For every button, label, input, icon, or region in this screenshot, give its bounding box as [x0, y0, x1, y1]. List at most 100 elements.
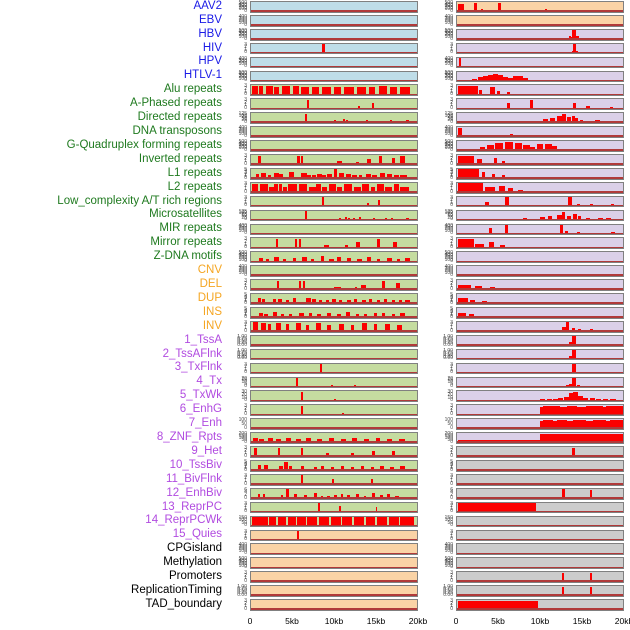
- track-b-microsatellites[interactable]: [456, 209, 624, 222]
- track-b-methylation[interactable]: [456, 557, 624, 570]
- track-b-htlv-1[interactable]: [456, 70, 624, 83]
- track-a-replicationtiming[interactable]: [250, 585, 418, 597]
- track-a-z-dna-motifs[interactable]: [250, 251, 418, 264]
- track-a-low-complexity-a-t-rich-regions[interactable]: [250, 195, 418, 208]
- track-b-alu-repeats[interactable]: [456, 84, 624, 97]
- track-a-9-het[interactable]: [250, 446, 418, 458]
- track-a-l1-repeats[interactable]: [250, 167, 418, 180]
- data-bar: [578, 216, 582, 221]
- track-b-1-tssa[interactable]: [456, 334, 624, 347]
- track-b-6-enhg[interactable]: [456, 404, 624, 417]
- track-b-z-dna-motifs[interactable]: [456, 251, 624, 264]
- track-b-2-tssaflnk[interactable]: [456, 348, 624, 361]
- track-a-ins[interactable]: [250, 307, 418, 319]
- track-b-del[interactable]: [456, 279, 624, 291]
- track-b-promoters[interactable]: [456, 571, 624, 583]
- track-plot: [251, 266, 417, 276]
- track-a-hbv[interactable]: [250, 28, 418, 41]
- track-a-10-tssbiv[interactable]: [250, 460, 418, 472]
- track-a-del[interactable]: [250, 279, 418, 291]
- track-a-methylation[interactable]: [250, 557, 418, 570]
- track-a-13-reprpc[interactable]: [250, 501, 418, 514]
- track-a-12-enhbiv[interactable]: [250, 487, 418, 500]
- track-a-cpgisland[interactable]: [250, 543, 418, 556]
- track-b-13-reprpc[interactable]: [456, 501, 624, 514]
- track-b-ins[interactable]: [456, 307, 624, 319]
- track-a-2-tssaflnk[interactable]: [250, 348, 418, 361]
- track-b-hbv[interactable]: [456, 28, 624, 41]
- track-a-alu-repeats[interactable]: [250, 84, 418, 97]
- track-b-12-enhbiv[interactable]: [456, 487, 624, 500]
- track-b-ebv[interactable]: [456, 14, 624, 27]
- track-a-htlv-1[interactable]: [250, 70, 418, 83]
- track-b-15-quies[interactable]: [456, 529, 624, 542]
- data-bar: [321, 197, 324, 207]
- track-a-hiv[interactable]: [250, 42, 418, 55]
- track-a-g-quadruplex-forming-repeats[interactable]: [250, 140, 418, 152]
- track-a-dup[interactable]: [250, 293, 418, 305]
- track-a-l2-repeats[interactable]: [250, 181, 418, 194]
- track-a-mir-repeats[interactable]: [250, 223, 418, 236]
- track-b-dna-transposons[interactable]: [456, 126, 624, 138]
- y-tick-label: 0.75: [443, 586, 453, 593]
- track-b-hpv[interactable]: [456, 56, 624, 69]
- y-tick-label: 3: [450, 361, 453, 368]
- track-b-dup[interactable]: [456, 293, 624, 305]
- track-a-promoters[interactable]: [250, 571, 418, 583]
- track-b-mir-repeats[interactable]: [456, 223, 624, 236]
- track-b-inverted-repeats[interactable]: [456, 154, 624, 166]
- track-b-3-txflnk[interactable]: [456, 362, 624, 375]
- track-a-ebv[interactable]: [250, 14, 418, 27]
- track-a-15-quies[interactable]: [250, 529, 418, 542]
- track-a-mirror-repeats[interactable]: [250, 237, 418, 250]
- track-a-7-enh[interactable]: [250, 418, 418, 430]
- track-b-hiv[interactable]: [456, 42, 624, 55]
- track-a-4-tx[interactable]: [250, 376, 418, 389]
- track-b-7-enh[interactable]: [456, 418, 624, 430]
- track-b-aav2[interactable]: [456, 1, 624, 13]
- track-a-inv[interactable]: [250, 320, 418, 333]
- track-b-l1-repeats[interactable]: [456, 167, 624, 180]
- track-a-microsatellites[interactable]: [250, 209, 418, 222]
- track-a-cnv[interactable]: [250, 265, 418, 277]
- track-a-11-bivflnk[interactable]: [250, 473, 418, 486]
- track-b-g-quadruplex-forming-repeats[interactable]: [456, 140, 624, 152]
- track-b-tad-boundary[interactable]: [456, 599, 624, 611]
- data-bar: [329, 438, 334, 443]
- track-b-5-txwk[interactable]: [456, 390, 624, 403]
- track-b-8-znf-rpts[interactable]: [456, 432, 624, 444]
- data-bar: [573, 420, 587, 429]
- track-b-cpgisland[interactable]: [456, 543, 624, 556]
- track-b-10-tssbiv[interactable]: [456, 460, 624, 472]
- y-tick-label: 25: [241, 117, 247, 124]
- track-a-aav2[interactable]: [250, 1, 418, 13]
- track-a-6-enhg[interactable]: [250, 404, 418, 417]
- track-a-directed-repeats[interactable]: [250, 112, 418, 124]
- track-a-tad-boundary[interactable]: [250, 599, 418, 611]
- track-plot: [457, 58, 623, 68]
- track-b-14-reprpcwk[interactable]: [456, 515, 624, 528]
- track-a-8-znf-rpts[interactable]: [250, 432, 418, 444]
- track-b-directed-repeats[interactable]: [456, 112, 624, 124]
- track-a-5-txwk[interactable]: [250, 390, 418, 403]
- track-b-replicationtiming[interactable]: [456, 585, 624, 597]
- track-plot: [457, 405, 623, 416]
- track-b-cnv[interactable]: [456, 265, 624, 277]
- track-b-4-tx[interactable]: [456, 376, 624, 389]
- track-b-low-complexity-a-t-rich-regions[interactable]: [456, 195, 624, 208]
- y-tick-label: 1: [244, 408, 247, 415]
- track-a-1-tssa[interactable]: [250, 334, 418, 347]
- track-a-dna-transposons[interactable]: [250, 126, 418, 138]
- track-a-inverted-repeats[interactable]: [250, 154, 418, 166]
- track-a-hpv[interactable]: [250, 56, 418, 69]
- track-b-9-het[interactable]: [456, 446, 624, 458]
- track-a-a-phased-repeats[interactable]: [250, 98, 418, 111]
- track-b-mirror-repeats[interactable]: [456, 237, 624, 250]
- track-a-3-txflnk[interactable]: [250, 362, 418, 375]
- data-bar: [347, 258, 351, 263]
- track-b-11-bivflnk[interactable]: [456, 473, 624, 486]
- track-b-a-phased-repeats[interactable]: [456, 98, 624, 111]
- track-b-inv[interactable]: [456, 320, 624, 333]
- track-a-14-reprpcwk[interactable]: [250, 515, 418, 528]
- track-b-l2-repeats[interactable]: [456, 181, 624, 194]
